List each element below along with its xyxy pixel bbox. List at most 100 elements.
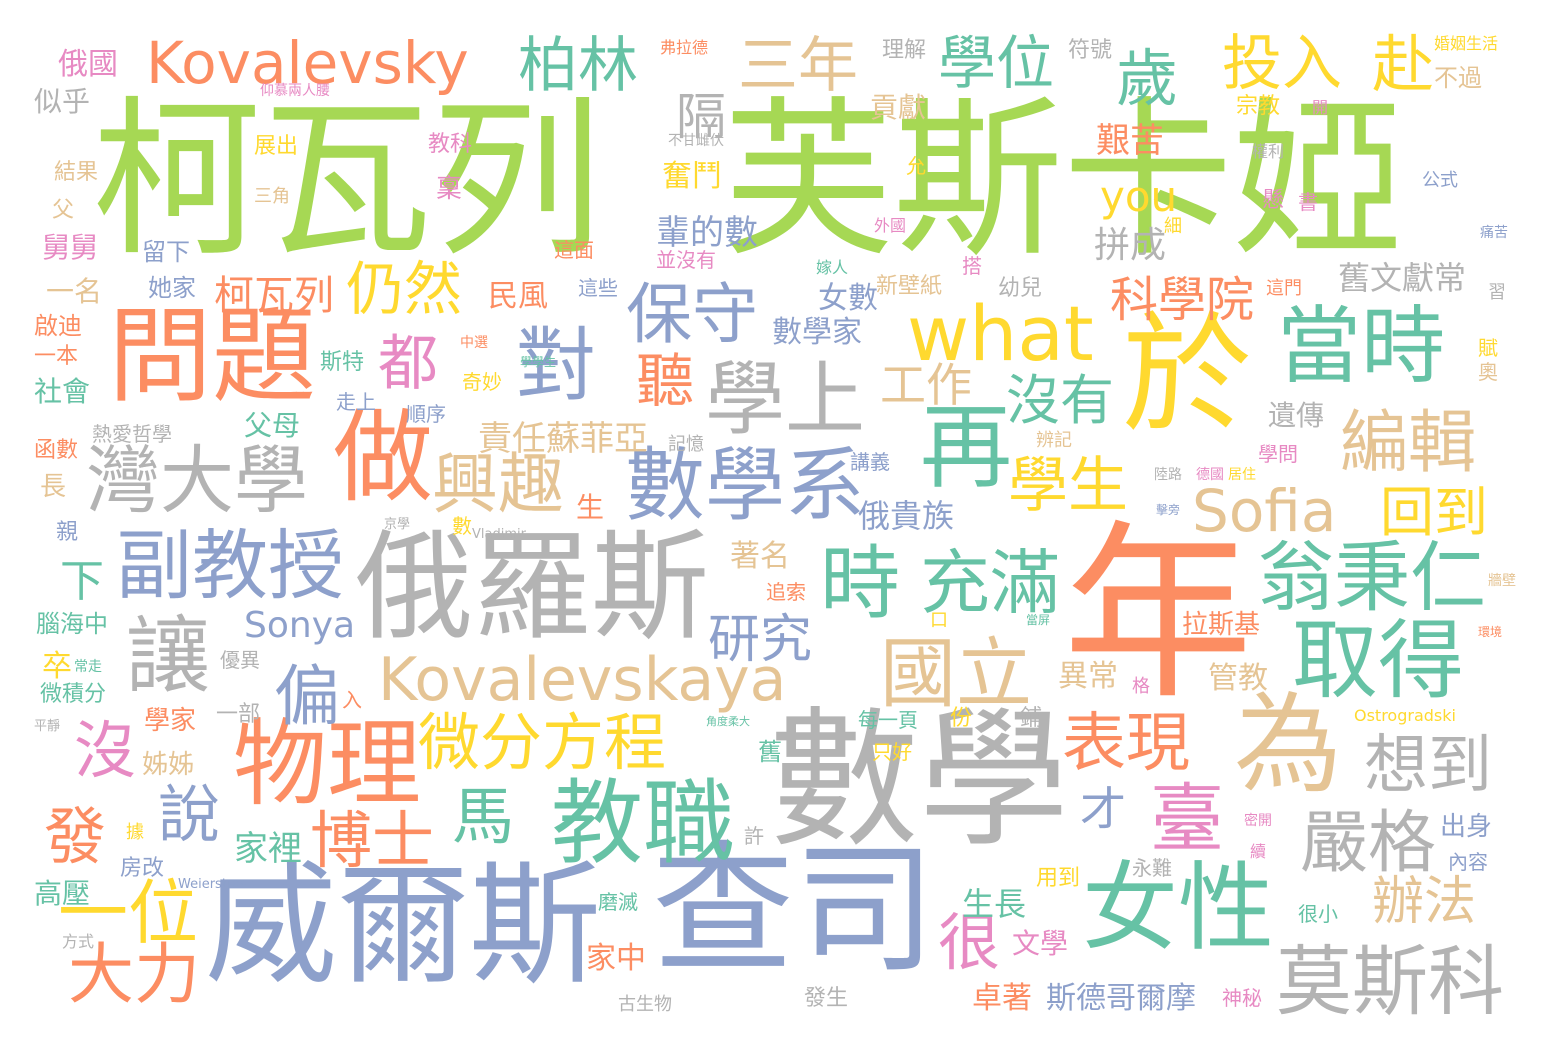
word-weierstrass: Weierstrass (178, 877, 254, 892)
word-biaoxian: 表現 (1062, 707, 1190, 781)
word-bingmeiyou: 並沒有 (656, 248, 716, 272)
word-xiangdao: 想到 (1364, 729, 1492, 803)
word-chasi: 查司 (652, 828, 936, 993)
word-shuxue: 數學 (769, 694, 1070, 868)
word-xuesheng: 學生 (1008, 451, 1128, 521)
word-jiali: 家裡 (234, 829, 302, 869)
word-ostrogradski: Ostrogradski (1354, 706, 1456, 725)
word-guoli: 國立 (880, 629, 1032, 718)
word-sonya: Sonya (244, 605, 356, 646)
word-liuxia: 留下 (142, 238, 190, 266)
word-shunxu: 順序 (406, 402, 446, 426)
word-shu: 數 (452, 514, 472, 538)
word-zerensufeiya: 責任蘇菲亞 (478, 419, 648, 459)
word-rengran: 仍然 (346, 255, 463, 323)
word-weiersi: 威爾斯 (205, 849, 601, 1003)
word-reaizhexue: 熱愛哲學 (92, 422, 172, 446)
word-zuo: 做 (333, 399, 433, 516)
word-naohaizhong: 腦海中 (36, 610, 108, 638)
word-beideshu: 輩的數 (656, 213, 758, 253)
word-jiyi: 記憶 (668, 434, 704, 455)
word-deguo: 德國 (1196, 467, 1224, 483)
word-zoushang: 走上 (336, 390, 376, 414)
word-pu: 鋪 (1020, 706, 1043, 731)
word-dui: 對 (516, 319, 596, 412)
word-fa: 發 (44, 800, 107, 873)
word-fusikaya: 芙斯卡婭 (723, 82, 1404, 280)
word-nvshu: 女數 (818, 281, 878, 316)
word-wenxue: 文學 (1012, 927, 1069, 960)
word-xu2: 續 (1250, 842, 1267, 861)
word-what: what (907, 289, 1094, 378)
word-yanjiu: 研究 (708, 610, 813, 670)
word-waiguo: 外國 (874, 216, 907, 235)
word-chang: 長 (40, 472, 67, 502)
word-bianji2: 辨記 (1036, 430, 1072, 451)
word-sihu: 似乎 (34, 85, 91, 118)
word-wengbingren: 翁秉仁 (1258, 533, 1486, 622)
word-gongshi: 公式 (1422, 170, 1458, 191)
word-shuxuejia: 數學家 (772, 315, 862, 350)
word-lasiji: 拉斯基 (1182, 610, 1261, 640)
word-ge2: 格 (1132, 676, 1150, 697)
word-lijie: 理解 (882, 38, 927, 63)
word-buganxifu: 不甘雌伏 (668, 133, 724, 149)
word-sanjiao: 三角 (254, 186, 290, 207)
word-qimiao: 奇妙 (462, 370, 502, 394)
word-nvxing: 女性 (1082, 852, 1274, 964)
word-rang: 讓 (126, 607, 211, 705)
word-ma: 馬 (452, 780, 515, 853)
word-kovalevskaya: Kovalevskaya (378, 645, 787, 715)
word-jiu: 舊 (758, 738, 782, 766)
word-touru: 投入 (1222, 29, 1342, 99)
word-boshi: 博士 (310, 804, 435, 877)
word-fanggai: 房改 (120, 856, 165, 881)
word-bing: 稟 (436, 174, 463, 204)
word-xi2: 習 (1488, 282, 1506, 303)
word-qude: 取得 (1292, 611, 1464, 711)
word-dangping: 當屏 (1026, 613, 1051, 627)
word-hunyinshenghuo: 婚姻生活 (1434, 34, 1499, 53)
word-kexueyuan: 科學院 (1110, 272, 1255, 328)
word-xuejia: 學家 (144, 706, 197, 736)
word-gushengwu: 古生物 (618, 994, 672, 1015)
word-fujiaoshou: 副教授 (116, 521, 344, 610)
word-yichang: 異常 (1058, 659, 1118, 694)
word-hanshu: 函數 (34, 438, 79, 463)
word-tongku: 痛苦 (1480, 225, 1508, 241)
word-hen: 很 (938, 906, 1001, 979)
word-baoshou: 保守 (626, 276, 758, 353)
word-zhuming: 著名 (730, 539, 790, 574)
word-xuewei: 學位 (938, 29, 1055, 97)
word-fumu: 父母 (244, 409, 301, 442)
word-jipang: 擊旁 (1156, 503, 1181, 517)
word-dou: 都 (378, 329, 438, 399)
word-xi: 細 (1164, 216, 1182, 237)
word-zizi: 姊姊 (142, 750, 195, 780)
word-lulu: 陸路 (1154, 467, 1182, 483)
word-shengzhang: 生長 (962, 885, 1027, 923)
word-jianku: 艱苦 (1096, 121, 1164, 161)
word-jiaozhi: 教職 (551, 770, 736, 877)
word-meiyou: 沒有 (1006, 369, 1114, 432)
word-qin: 親 (56, 520, 79, 545)
word-wuli: 物理 (233, 710, 422, 819)
word-zhanchu: 展出 (254, 134, 299, 159)
word-zhemian: 這面 (554, 238, 594, 262)
word-sheng: 生 (576, 491, 605, 524)
word-eguizu: 俄貴族 (858, 497, 955, 535)
word-xuexuesheng: 學學生 (520, 355, 557, 369)
word-eguo: 俄國 (58, 47, 118, 82)
word-pingjing: 平靜 (34, 719, 61, 734)
word-wenti: 問題 (108, 295, 317, 417)
word-yichuan: 遺傳 (1268, 399, 1325, 432)
word-ao: 奧 (1478, 360, 1498, 384)
word-fen: 份 (950, 706, 973, 731)
word-jiazhong: 家中 (586, 941, 646, 976)
word-gaoya: 高壓 (34, 877, 91, 910)
word-xueshang: 學上 (705, 353, 865, 446)
word-shuo: 說 (158, 778, 221, 851)
word-tajia: 她家 (148, 274, 196, 302)
word-ge: 隔 (676, 88, 726, 146)
word-eluosi: 俄羅斯 (355, 518, 710, 656)
